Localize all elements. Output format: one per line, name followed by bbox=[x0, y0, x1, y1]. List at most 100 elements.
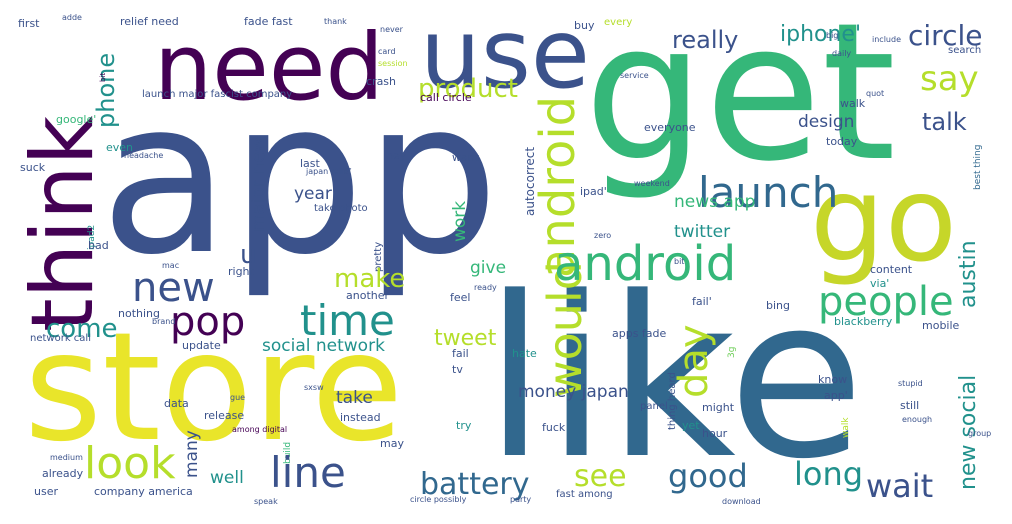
word-fail: fail bbox=[452, 347, 469, 360]
word-people: people bbox=[818, 279, 954, 325]
word-cloud: app get like store use need go think and… bbox=[14, 10, 999, 513]
word-include: enough bbox=[902, 415, 933, 424]
word-app-q: app' bbox=[824, 389, 848, 402]
word-yet: yet bbox=[682, 419, 700, 432]
word-brand: bit bbox=[99, 72, 107, 82]
word-say: say bbox=[920, 59, 979, 99]
word-circle: circle bbox=[908, 19, 983, 52]
word-today-v: walk bbox=[841, 417, 851, 438]
word-instead: instead bbox=[340, 411, 381, 424]
word-another: another bbox=[346, 289, 390, 302]
word-already: already bbox=[42, 467, 84, 480]
word-build: party bbox=[510, 495, 532, 504]
word-never: service bbox=[620, 71, 649, 80]
word-party: speak bbox=[254, 497, 278, 506]
word-sxsw: gue bbox=[230, 393, 246, 402]
word-among-digital: circle possibly bbox=[410, 495, 467, 504]
word-iphone: iphone' bbox=[780, 22, 862, 47]
word-3g: take photo bbox=[314, 203, 368, 214]
word-stupid: group bbox=[968, 429, 992, 438]
word-need: need bbox=[154, 14, 384, 121]
word-panel: panel bbox=[640, 401, 668, 412]
word-right: right bbox=[228, 265, 254, 278]
word-hour: hour bbox=[702, 427, 728, 440]
word-via: via' bbox=[870, 277, 890, 290]
word-take-photo: headache bbox=[124, 151, 164, 160]
word-download: medium bbox=[50, 453, 83, 462]
word-go: go bbox=[810, 150, 958, 288]
word-see: see bbox=[574, 459, 627, 494]
word-design: design bbox=[798, 112, 855, 132]
word-even: even bbox=[106, 141, 134, 154]
word-every: every bbox=[604, 17, 633, 28]
word-search: search bbox=[948, 45, 982, 56]
word-weekend: ready bbox=[474, 283, 497, 292]
word-talk: talk bbox=[922, 108, 967, 136]
word-take: take bbox=[336, 388, 373, 408]
word-try: try bbox=[456, 419, 472, 432]
word-call-circle: call circle bbox=[420, 91, 472, 104]
word-circle-possibly: download bbox=[722, 497, 761, 506]
word-walk: walk bbox=[840, 97, 866, 110]
word-line: line bbox=[270, 448, 346, 497]
word-give: give bbox=[470, 258, 507, 278]
word-mobile: mobile bbox=[922, 319, 960, 332]
word-pretty: japan relief bbox=[306, 167, 351, 176]
word-bit: quot bbox=[866, 89, 885, 98]
word-think: think bbox=[14, 115, 113, 332]
word-make: make bbox=[334, 264, 406, 294]
word-google: google' bbox=[56, 113, 97, 126]
word-android: android bbox=[554, 236, 737, 292]
word-one: launch bbox=[698, 168, 839, 217]
word-company-america: company america bbox=[94, 485, 193, 498]
word-pop: pop bbox=[170, 299, 246, 345]
word-user: user bbox=[34, 485, 58, 498]
word-want: want bbox=[452, 151, 480, 164]
word-apps-fade: apps fade bbox=[612, 327, 667, 340]
word-look: look bbox=[84, 438, 176, 489]
word-suck: suck bbox=[20, 161, 46, 174]
word-may: may bbox=[380, 437, 404, 450]
word-launch-major-fascist-company: launch major fascist company bbox=[142, 89, 293, 100]
word-network-call: network call bbox=[30, 333, 91, 344]
word-austin: austin bbox=[956, 240, 981, 308]
word-money-japan: thing heard bbox=[667, 372, 678, 430]
word-u: u bbox=[240, 240, 257, 270]
word-store: store bbox=[24, 301, 404, 475]
word-work: work bbox=[450, 200, 470, 242]
word-twitter: twitter bbox=[674, 222, 731, 242]
word-big: include bbox=[872, 35, 901, 44]
word-update: update bbox=[182, 339, 221, 352]
word-well: well bbox=[210, 468, 244, 488]
word-nothing: nothing bbox=[118, 307, 160, 320]
word-good: good bbox=[668, 457, 748, 495]
word-year: year bbox=[294, 184, 332, 204]
word-technology: 3g bbox=[727, 346, 737, 358]
word-like: like bbox=[484, 250, 865, 508]
word-last: last bbox=[300, 157, 320, 170]
word-social-network: social network bbox=[262, 336, 385, 356]
word-hate: hate bbox=[512, 347, 537, 360]
word-seem: card bbox=[378, 47, 396, 56]
word-get: get bbox=[584, 10, 896, 203]
word-know: know bbox=[818, 373, 848, 386]
word-fail-q: fail' bbox=[692, 295, 712, 308]
word-autocorrect: autocorrect bbox=[523, 146, 537, 216]
word-enough: thank bbox=[324, 17, 347, 26]
word-v: money japan bbox=[518, 382, 629, 402]
word-daily: stupid bbox=[898, 379, 923, 388]
word-use: use bbox=[420, 10, 590, 110]
word-time: time bbox=[300, 296, 395, 345]
word-speak: big bbox=[826, 31, 839, 40]
word-group: adde bbox=[62, 13, 82, 22]
word-buy: buy bbox=[574, 19, 595, 32]
word-many: many bbox=[182, 430, 202, 478]
word-hey: hey bbox=[386, 149, 407, 162]
word-fuck: fuck bbox=[542, 421, 566, 434]
word-battery: battery bbox=[420, 467, 530, 502]
word-might: might bbox=[702, 401, 735, 414]
word-crash: crash bbox=[366, 75, 397, 88]
word-content: content bbox=[870, 263, 913, 276]
word-thank: never bbox=[380, 25, 403, 34]
word-zero: brand bbox=[152, 317, 176, 326]
